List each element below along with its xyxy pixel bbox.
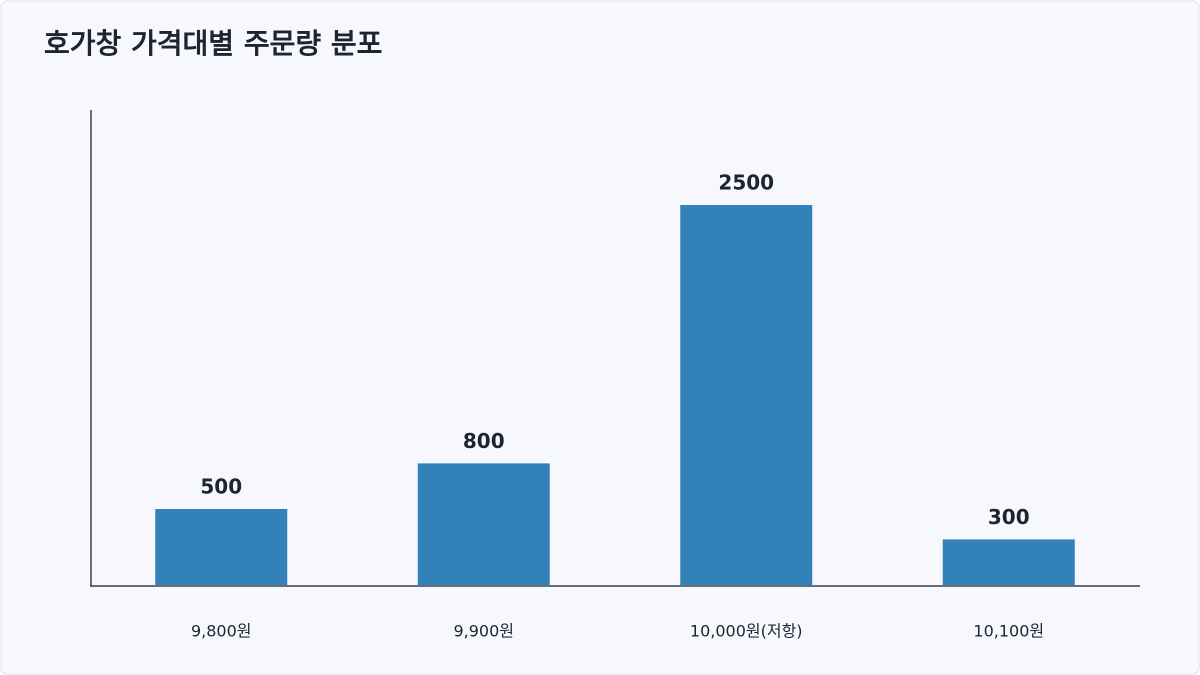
bar	[680, 205, 813, 585]
x-tick-label: 9,800원	[191, 622, 252, 641]
value-label: 300	[988, 505, 1030, 529]
bar	[942, 539, 1075, 585]
value-label: 2500	[718, 171, 774, 195]
chart-title: 호가창 가격대별 주문량 분포	[44, 27, 382, 60]
bar	[417, 463, 550, 585]
value-label: 800	[463, 429, 505, 453]
value-label: 500	[200, 475, 242, 499]
bar	[155, 509, 288, 585]
x-tick-label: 10,000원(저항)	[690, 622, 803, 641]
x-tick-label: 10,100원	[973, 622, 1044, 641]
x-tick-label: 9,900원	[453, 622, 514, 641]
